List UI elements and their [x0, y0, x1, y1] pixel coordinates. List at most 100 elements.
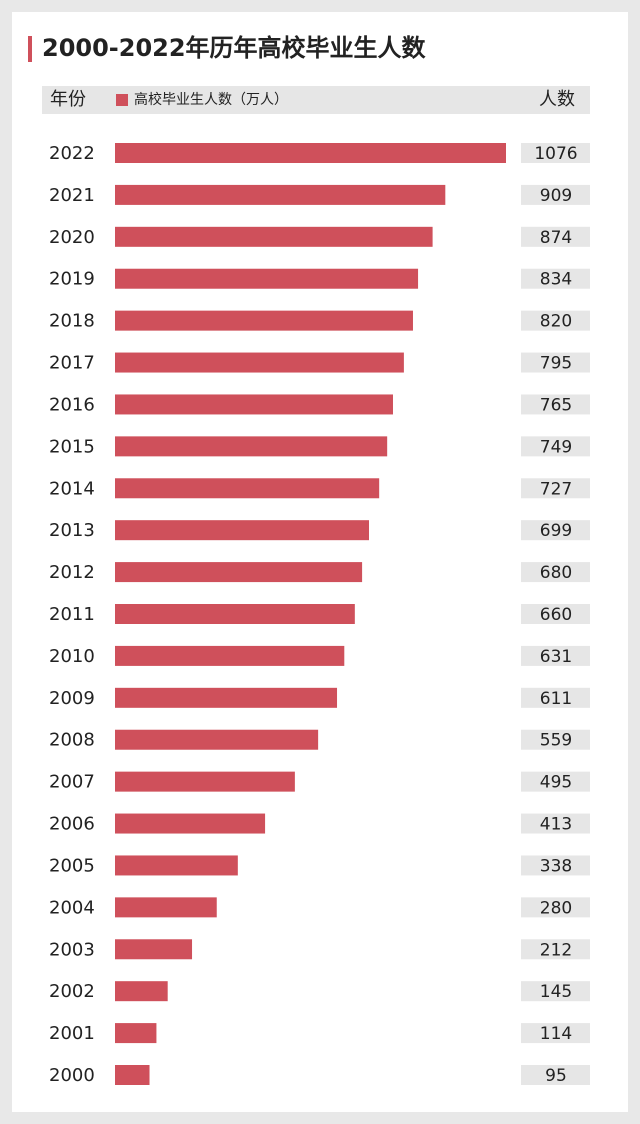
value-label: 795: [540, 354, 572, 374]
bar: [115, 1065, 150, 1085]
bar: [115, 226, 433, 247]
bar: [115, 352, 404, 373]
bar: [115, 729, 319, 750]
y-tick-label: 2010: [49, 646, 95, 667]
y-tick-label: 2019: [49, 269, 95, 290]
value-label: 338: [540, 856, 572, 876]
y-tick-label: 2018: [49, 311, 95, 332]
y-tick-label: 2006: [49, 814, 95, 835]
y-tick-label: 2022: [49, 143, 95, 164]
value-label-box: [521, 1065, 590, 1085]
bar: [115, 310, 413, 331]
bar: [115, 604, 355, 624]
bar: [115, 771, 295, 792]
y-tick-label: 2004: [49, 897, 95, 918]
value-label: 874: [540, 228, 572, 248]
bar: [115, 436, 388, 457]
y-tick-label: 2016: [49, 394, 95, 415]
value-label-box: [521, 184, 590, 205]
y-tick-label: 2003: [49, 939, 95, 960]
value-header: 人数: [539, 89, 575, 110]
value-label: 114: [540, 1024, 572, 1044]
value-label: 820: [540, 312, 572, 332]
value-label-box: [521, 520, 590, 541]
value-label-box: [521, 268, 590, 289]
bar: [115, 143, 506, 163]
y-tick-label: 2009: [49, 688, 95, 709]
value-label: 909: [540, 186, 572, 206]
bar: [115, 268, 419, 289]
value-label: 212: [540, 940, 572, 960]
bar: [115, 520, 370, 541]
value-label-box: [521, 478, 590, 499]
title-marker: [28, 36, 32, 62]
value-label: 727: [540, 479, 572, 499]
legend-swatch: [116, 94, 128, 106]
bar: [115, 394, 393, 415]
value-label: 495: [540, 773, 572, 793]
value-label: 559: [540, 731, 572, 751]
bar: [115, 478, 380, 499]
value-label-box: [521, 729, 590, 750]
value-label: 680: [540, 563, 572, 583]
value-label: 765: [540, 395, 572, 415]
value-label-box: [521, 352, 590, 373]
chart-title: 2000-2022年历年高校毕业生人数: [42, 34, 427, 62]
bar: [115, 645, 345, 666]
category-header: 年份: [50, 89, 86, 110]
value-label-box: [521, 813, 590, 834]
value-label: 145: [540, 982, 572, 1002]
legend-label: 高校毕业生人数（万人）: [134, 91, 288, 108]
value-label: 631: [540, 647, 572, 667]
y-tick-label: 2020: [49, 227, 95, 248]
value-label: 611: [540, 689, 572, 709]
y-tick-label: 2014: [49, 478, 95, 499]
value-label: 280: [540, 898, 572, 918]
value-label-box: [521, 687, 590, 708]
y-tick-label: 2011: [49, 604, 95, 625]
value-label-box: [521, 394, 590, 415]
y-tick-label: 2001: [49, 1023, 95, 1044]
y-tick-label: 2005: [49, 855, 95, 876]
value-label-box: [521, 562, 590, 583]
value-label-box: [521, 143, 590, 163]
value-label-box: [521, 226, 590, 247]
y-tick-label: 2002: [49, 981, 95, 1002]
value-label: 413: [540, 815, 572, 835]
value-label: 1076: [534, 144, 577, 164]
y-tick-label: 2021: [49, 185, 95, 206]
value-label: 95: [545, 1066, 567, 1086]
value-label: 699: [540, 521, 572, 541]
y-tick-label: 2008: [49, 730, 95, 751]
y-tick-label: 2017: [49, 353, 95, 374]
y-tick-label: 2007: [49, 772, 95, 793]
bar: [115, 813, 266, 834]
y-tick-label: 2015: [49, 436, 95, 457]
value-label-box: [521, 310, 590, 331]
bar: [115, 855, 238, 876]
bar: [115, 562, 363, 583]
value-label-box: [521, 897, 590, 918]
value-label-box: [521, 645, 590, 666]
value-label-box: [521, 604, 590, 624]
bar: [115, 687, 338, 708]
value-label: 749: [540, 437, 572, 457]
y-tick-label: 2000: [49, 1065, 95, 1086]
value-label: 660: [540, 605, 572, 625]
header-band: [42, 86, 590, 114]
value-label-box: [521, 981, 590, 1002]
bar: [115, 897, 217, 918]
value-label: 834: [540, 270, 572, 290]
value-label-box: [521, 1023, 590, 1044]
bar: [115, 981, 168, 1002]
bar: [115, 939, 193, 960]
y-tick-label: 2012: [49, 562, 95, 583]
value-label-box: [521, 771, 590, 792]
bar: [115, 184, 446, 205]
value-label-box: [521, 855, 590, 876]
bar: [115, 1023, 157, 1044]
value-label-box: [521, 436, 590, 457]
value-label-box: [521, 939, 590, 960]
